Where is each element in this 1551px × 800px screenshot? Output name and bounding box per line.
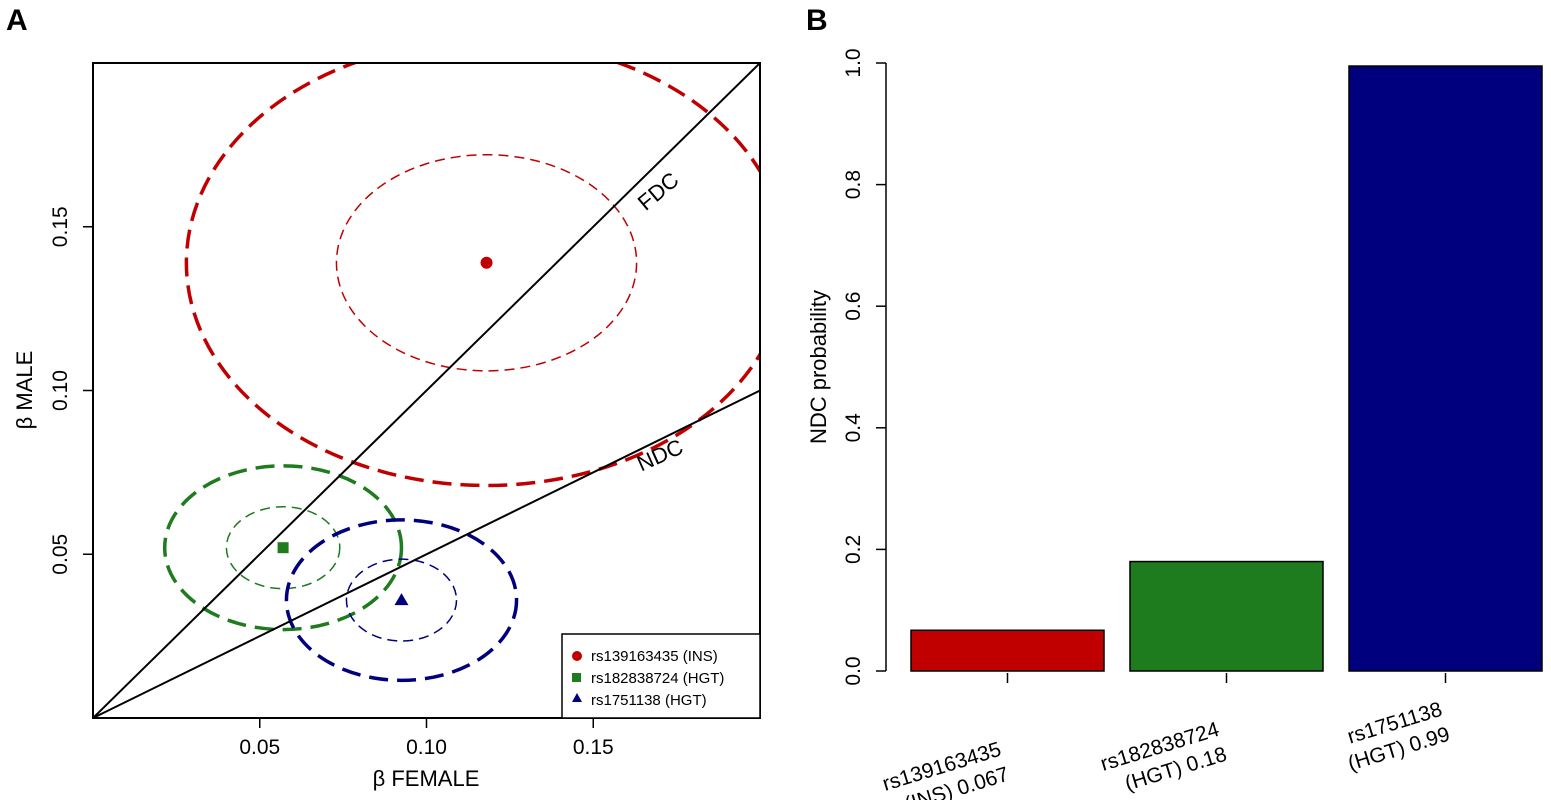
- panel-b-bars: [910, 65, 1543, 672]
- panel-b-letter: B: [806, 4, 828, 37]
- y-tick-label: 0.8: [842, 170, 865, 199]
- confidence-ellipse-inner-1: [335, 153, 638, 372]
- fdc-line: [93, 63, 760, 718]
- bar-label-3: rs1751138 (HGT) 0.99: [1345, 698, 1453, 776]
- y-tick-label: 0.0: [842, 656, 865, 685]
- y-tick-label: 1.0: [842, 48, 865, 77]
- legend-box: [561, 633, 761, 719]
- bar-label-1: rs139163435 (INS) 0.067: [880, 738, 1012, 800]
- legend-marker-circle: [572, 651, 582, 661]
- ndc-line: [93, 389, 760, 718]
- bar-1: [910, 629, 1105, 672]
- panel-a-plot-area: [93, 63, 760, 718]
- point-square-2: [277, 542, 289, 554]
- panel-a-ticks: 0.05 0.10 0.15 0.05 0.10 0.15: [49, 206, 614, 759]
- panel-b-ticks: 0.0 0.2 0.4 0.6 0.8 1.0: [842, 48, 1447, 686]
- legend-label-1: rs139163435 (INS): [591, 648, 718, 665]
- y-tick-label: 0.15: [49, 206, 72, 247]
- confidence-ellipse-inner-2: [225, 506, 341, 590]
- x-tick-label: 0.10: [406, 736, 447, 759]
- confidence-ellipse-inner-3: [345, 558, 458, 642]
- confidence-ellipse-outer-3: [284, 518, 519, 683]
- panel-a-scatter: A 0.05 0.10 0.15 0.05 0.10 0.15 β FEMALE β MA…: [6, 4, 761, 791]
- bar-3: [1348, 65, 1543, 672]
- panel-a-xlabel: β FEMALE: [373, 766, 480, 791]
- legend-label-3: rs1751138 (HGT): [591, 692, 707, 709]
- panel-a-letter: A: [6, 4, 28, 37]
- x-tick-label: 0.05: [239, 736, 280, 759]
- x-tick-label: 0.15: [573, 736, 614, 759]
- confidence-ellipse-outer-2: [162, 464, 404, 632]
- panel-b-ylabel: NDC probability: [806, 290, 831, 444]
- y-tick-label: 0.05: [49, 534, 72, 575]
- y-tick-label: 0.4: [842, 413, 865, 443]
- point-circle-1: [480, 256, 493, 269]
- y-tick-label: 0.10: [49, 370, 72, 411]
- legend-marker-square: [572, 673, 581, 682]
- bar-2: [1129, 560, 1324, 672]
- bar-label-2: rs182838724 (HGT) 0.18: [1098, 718, 1230, 796]
- confidence-ellipse-outer-1: [184, 63, 760, 488]
- fdc-line-label: FDC: [633, 167, 684, 215]
- y-tick-label: 0.2: [842, 535, 865, 564]
- point-triangle-3: [394, 593, 409, 606]
- legend-marker-triangle: [572, 693, 582, 702]
- legend-label-2: rs182838724 (HGT): [591, 670, 724, 687]
- legend: rs139163435 (INS) rs182838724 (HGT) rs17…: [561, 633, 761, 719]
- panel-b-bar-chart: B 0.0 0.2 0.4 0.6 0.8 1.0 NDC probability rs1…: [806, 4, 1543, 800]
- y-tick-label: 0.6: [842, 292, 865, 321]
- panel-a-ylabel: β MALE: [12, 351, 37, 430]
